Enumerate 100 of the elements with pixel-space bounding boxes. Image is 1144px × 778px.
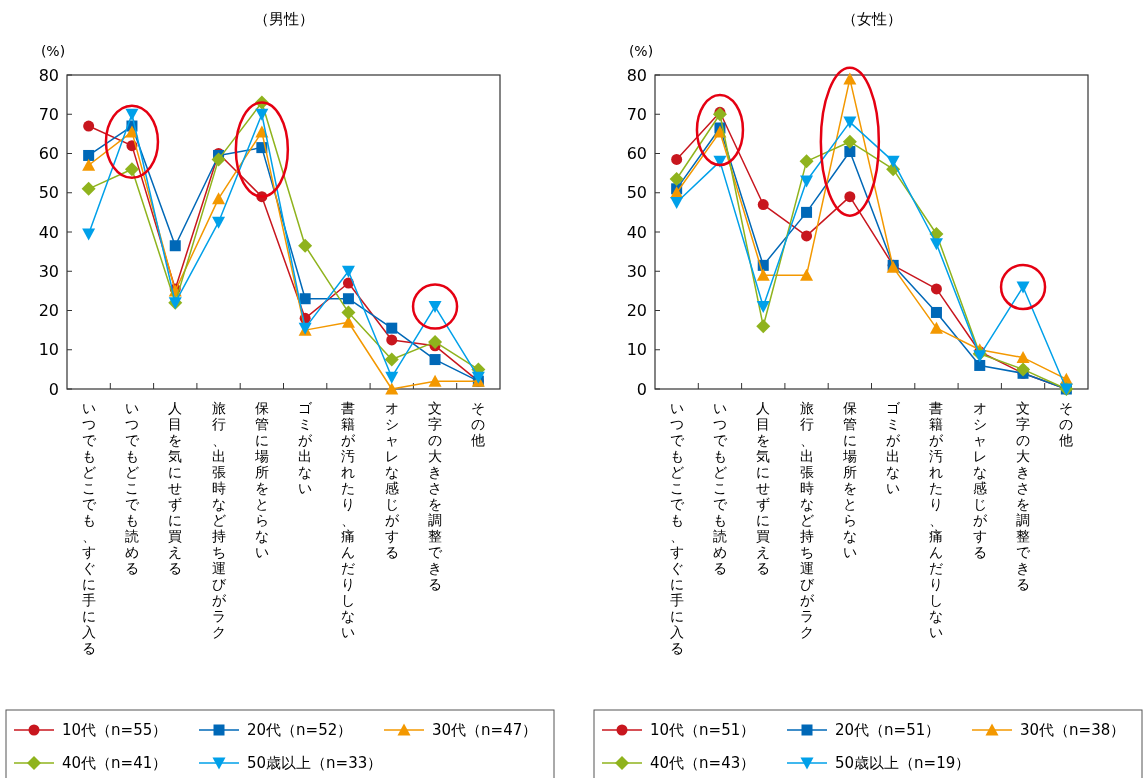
point	[844, 146, 856, 158]
point	[125, 108, 139, 121]
point	[212, 192, 226, 205]
point	[800, 268, 814, 281]
point	[82, 158, 96, 171]
y-tick-label: 80	[38, 65, 59, 85]
point	[974, 359, 986, 371]
x-tick-label: その他	[471, 400, 486, 448]
category-label: オシャレな感じがする	[384, 400, 399, 560]
point	[1016, 362, 1031, 377]
point	[930, 283, 942, 295]
y-tick-label: 10	[626, 340, 647, 360]
category-label: いつでもどこでも、すぐに手に入る	[669, 400, 684, 656]
point	[385, 382, 399, 395]
point	[843, 116, 857, 129]
point	[756, 319, 771, 334]
y-tick-label: 20	[38, 301, 59, 321]
point	[83, 120, 95, 132]
y-tick-label: 0	[48, 379, 59, 399]
point	[384, 352, 399, 367]
point	[124, 162, 139, 177]
legend-label: 20代（n=51）	[835, 721, 941, 740]
legend-label: 50歳以上（n=33）	[247, 754, 383, 773]
category-label: いつでもどこでも読める	[124, 400, 139, 576]
point	[671, 153, 683, 165]
legend-label: 30代（n=47）	[432, 721, 538, 740]
y-tick-label: 30	[626, 261, 647, 281]
point	[929, 321, 943, 334]
x-tick-label: ゴミが出ない	[886, 400, 902, 496]
point	[801, 206, 813, 218]
point	[973, 350, 987, 363]
legend-label: 10代（n=51）	[650, 721, 756, 740]
category-label: 書籍が汚れたり、痛んだりしない	[929, 400, 944, 640]
point	[801, 230, 813, 242]
legend-label: 40代（n=43）	[650, 754, 756, 773]
point	[1016, 351, 1030, 364]
category-label: 人目を気にせずに買える	[168, 400, 183, 576]
y-tick-label: 80	[626, 65, 647, 85]
category-label: 人目を気にせずに買える	[756, 400, 771, 576]
y-tick-label: 0	[636, 379, 647, 399]
legend-label: 20代（n=52）	[247, 721, 353, 740]
category-label: 旅行、出張時など持ち運びがラク	[211, 400, 226, 640]
y-tick-label: 60	[626, 144, 647, 164]
point	[428, 334, 443, 349]
y-tick-label: 30	[38, 261, 59, 281]
category-label: 文字の大きさを調整できる	[428, 400, 443, 592]
category-label: 文字の大きさを調整できる	[1016, 400, 1031, 592]
y-tick-label: 10	[38, 340, 59, 360]
point	[669, 172, 684, 187]
category-label: いつでもどこでも読める	[712, 400, 727, 576]
point	[842, 134, 857, 149]
point	[670, 197, 684, 210]
point	[844, 191, 856, 203]
category-label: オシャレな感じがする	[972, 400, 987, 560]
y-tick-label: 70	[626, 104, 647, 124]
point	[428, 374, 442, 387]
y-tick-label: 50	[626, 183, 647, 203]
category-label: 保管に場所をとらない	[842, 400, 857, 560]
y-tick-label: 70	[38, 104, 59, 124]
point	[712, 107, 727, 122]
legend-label: 10代（n=55）	[62, 721, 168, 740]
y-tick-label: 40	[626, 222, 647, 242]
point	[255, 108, 269, 121]
point	[886, 155, 900, 168]
point	[429, 354, 441, 366]
point	[212, 216, 226, 229]
x-tick-label: その他	[1059, 400, 1074, 448]
y-tick-label: 20	[626, 301, 647, 321]
y-axis-title: (%)	[628, 43, 654, 59]
category-label: 保管に場所をとらない	[254, 400, 269, 560]
point	[930, 306, 942, 318]
legend-label: 50歳以上（n=19）	[835, 754, 971, 773]
point	[341, 305, 356, 320]
category-label: いつでもどこでも、すぐに手に入る	[81, 400, 96, 656]
point	[298, 238, 313, 253]
y-axis-title: (%)	[40, 43, 66, 59]
x-tick-label: ゴミが出ない	[298, 400, 314, 496]
point	[386, 334, 398, 346]
point	[843, 72, 857, 85]
legend-label: 40代（n=41）	[62, 754, 168, 773]
point	[929, 238, 943, 251]
point	[211, 152, 226, 167]
point	[83, 149, 95, 161]
y-tick-label: 50	[38, 183, 59, 203]
point	[299, 293, 311, 305]
chart-title: （男性）	[253, 10, 314, 28]
point	[756, 301, 770, 314]
point	[756, 268, 770, 281]
y-tick-label: 60	[38, 144, 59, 164]
point	[82, 228, 96, 241]
point	[385, 371, 399, 384]
point	[342, 293, 354, 305]
category-label: 書籍が汚れたり、痛んだりしない	[341, 400, 356, 640]
point	[386, 322, 398, 334]
legend-label: 30代（n=38）	[1020, 721, 1126, 740]
y-tick-label: 40	[38, 222, 59, 242]
chart-title: （女性）	[841, 10, 902, 28]
point	[169, 240, 181, 252]
category-label: 旅行、出張時など持ち運びがラク	[799, 400, 814, 640]
point	[800, 175, 814, 188]
